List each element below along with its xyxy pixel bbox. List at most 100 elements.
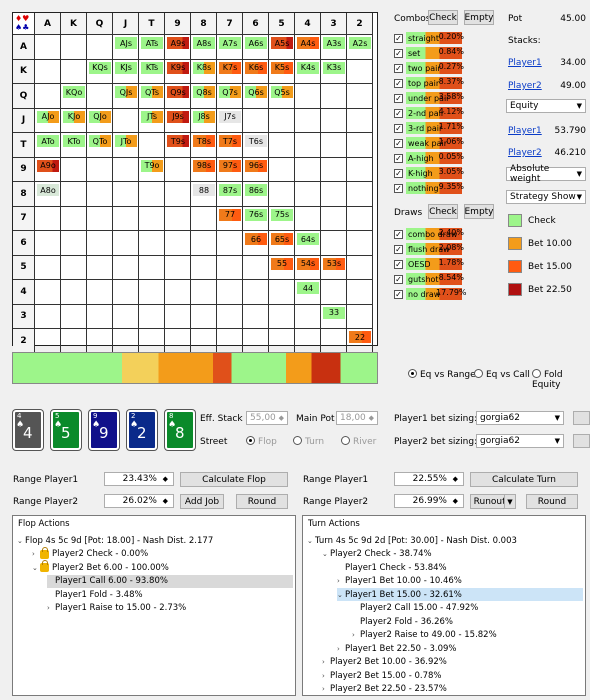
grid-row-header[interactable]: 7 bbox=[13, 206, 35, 231]
weight-select[interactable]: Absolute weight ▼ bbox=[506, 164, 586, 184]
grid-cell[interactable] bbox=[191, 280, 217, 305]
draws-row[interactable]: ✓ bbox=[394, 273, 464, 286]
grid-col-header[interactable]: A bbox=[35, 13, 61, 35]
grid-cell[interactable] bbox=[87, 329, 113, 354]
turn-actions-node[interactable]: › Player1 Bet 22.50 - 3.09% bbox=[337, 642, 583, 655]
chevron-down-icon[interactable]: ⌄ bbox=[337, 590, 343, 599]
grid-cell[interactable] bbox=[295, 157, 321, 182]
chevron-right-icon[interactable]: › bbox=[322, 671, 325, 680]
grid-cell[interactable] bbox=[243, 108, 269, 133]
grid-cell[interactable]: JTo bbox=[113, 133, 139, 158]
grid-cell[interactable] bbox=[165, 157, 191, 182]
grid-cell[interactable] bbox=[87, 84, 113, 109]
combos-row[interactable]: ✓ bbox=[394, 47, 464, 60]
main-pot-input[interactable]: 18,00 ◆ bbox=[336, 411, 378, 425]
grid-row-header[interactable]: T bbox=[13, 133, 35, 158]
grid-cell[interactable]: AJo bbox=[35, 108, 61, 133]
checkbox-icon[interactable]: ✓ bbox=[394, 245, 403, 254]
checkbox-icon[interactable]: ✓ bbox=[394, 109, 403, 118]
grid-cell[interactable]: K7s bbox=[217, 59, 243, 84]
chevron-down-icon[interactable]: ⌄ bbox=[32, 563, 38, 572]
grid-cell[interactable]: A8s bbox=[191, 35, 217, 60]
grid-cell[interactable] bbox=[139, 231, 165, 256]
grid-cell[interactable] bbox=[321, 329, 347, 354]
grid-cell[interactable] bbox=[347, 84, 373, 109]
grid-cell[interactable] bbox=[165, 206, 191, 231]
grid-cell[interactable] bbox=[347, 59, 373, 84]
grid-cell[interactable]: J9s bbox=[165, 108, 191, 133]
chevron-right-icon[interactable]: › bbox=[322, 685, 325, 693]
grid-cell[interactable] bbox=[321, 108, 347, 133]
grid-cell[interactable] bbox=[269, 280, 295, 305]
grid-cell[interactable] bbox=[217, 329, 243, 354]
grid-col-header[interactable]: 5 bbox=[269, 13, 295, 35]
grid-cell[interactable]: 55 bbox=[269, 255, 295, 280]
grid-cell[interactable]: QJo bbox=[87, 108, 113, 133]
grid-row-header[interactable]: A bbox=[13, 35, 35, 60]
player2-link[interactable]: Player2 bbox=[508, 81, 542, 91]
chevron-right-icon[interactable]: › bbox=[352, 631, 355, 639]
grid-cell[interactable] bbox=[61, 35, 87, 60]
turn-actions-node[interactable]: Player2 Fold - 36.26% bbox=[352, 615, 583, 628]
turn-actions-tree[interactable]: Turn Actions ⌄ Turn 4s 5c 9d 2d [Pot: 30.… bbox=[302, 515, 586, 696]
combos-row[interactable]: ✓ bbox=[394, 137, 464, 150]
grid-cell[interactable] bbox=[87, 280, 113, 305]
grid-cell[interactable] bbox=[295, 304, 321, 329]
turn-actions-node[interactable]: ⌄ Turn 4s 5c 9d 2d [Pot: 30.00] - Nash Di… bbox=[307, 534, 583, 547]
grid-cell[interactable] bbox=[165, 304, 191, 329]
combos-row[interactable]: ✓ bbox=[394, 107, 464, 120]
range-p1-input-right[interactable]: 22.55% ◆ bbox=[394, 472, 464, 486]
checkbox-icon[interactable]: ✓ bbox=[394, 94, 403, 103]
grid-cell[interactable]: 66 bbox=[243, 231, 269, 256]
draws-check-button[interactable]: Check bbox=[428, 204, 458, 219]
grid-cell[interactable] bbox=[321, 133, 347, 158]
range-p2-input-right[interactable]: 26.99% ◆ bbox=[394, 494, 464, 508]
flop-actions-node[interactable]: ⌄ Player2 Bet 6.00 - 100.00% bbox=[32, 560, 293, 574]
chevron-right-icon[interactable]: › bbox=[47, 604, 50, 612]
combos-row[interactable]: ✓ bbox=[394, 122, 464, 135]
grid-row-header[interactable]: 5 bbox=[13, 255, 35, 280]
grid-col-header[interactable]: K bbox=[61, 13, 87, 35]
grid-row-header[interactable]: 9 bbox=[13, 157, 35, 182]
grid-cell[interactable] bbox=[61, 304, 87, 329]
grid-cell[interactable]: Q6s bbox=[243, 84, 269, 109]
grid-cell[interactable] bbox=[113, 280, 139, 305]
grid-cell[interactable] bbox=[87, 35, 113, 60]
turn-actions-node[interactable]: › Player1 Bet 10.00 - 10.46% bbox=[337, 575, 583, 588]
grid-cell[interactable] bbox=[61, 157, 87, 182]
grid-cell[interactable]: QTs bbox=[139, 84, 165, 109]
turn-actions-node[interactable]: ⌄ Player2 Check - 38.74% bbox=[322, 548, 583, 561]
grid-cell[interactable] bbox=[113, 329, 139, 354]
range-p2-input-left[interactable]: 26.02% ◆ bbox=[104, 494, 174, 508]
grid-cell[interactable] bbox=[243, 304, 269, 329]
grid-cell[interactable] bbox=[35, 329, 61, 354]
grid-cell[interactable]: K6s bbox=[243, 59, 269, 84]
checkbox-icon[interactable]: ✓ bbox=[394, 124, 403, 133]
board-card[interactable]: 9 ♠ 9 bbox=[89, 410, 119, 450]
grid-cell[interactable] bbox=[113, 157, 139, 182]
grid-cell[interactable]: Q9s bbox=[165, 84, 191, 109]
grid-col-header[interactable]: 7 bbox=[217, 13, 243, 35]
chevron-down-icon[interactable]: ⌄ bbox=[307, 536, 313, 545]
grid-cell[interactable] bbox=[61, 255, 87, 280]
grid-cell[interactable] bbox=[61, 182, 87, 207]
draws-row[interactable]: ✓ bbox=[394, 258, 464, 271]
grid-cell[interactable] bbox=[295, 206, 321, 231]
grid-cell[interactable]: T9s bbox=[165, 133, 191, 158]
grid-row-header[interactable]: 6 bbox=[13, 231, 35, 256]
grid-col-header[interactable]: 2 bbox=[347, 13, 373, 35]
turn-actions-node[interactable]: ⌄ Player1 Bet 15.00 - 32.61% bbox=[337, 588, 583, 601]
board-card[interactable]: 8 ♠ 8 bbox=[165, 410, 195, 450]
grid-cell[interactable] bbox=[347, 304, 373, 329]
grid-cell[interactable]: KTo bbox=[61, 133, 87, 158]
draws-row[interactable]: ✓ bbox=[394, 288, 464, 301]
grid-col-header[interactable]: T bbox=[139, 13, 165, 35]
checkbox-icon[interactable]: ✓ bbox=[394, 34, 403, 43]
grid-cell[interactable] bbox=[347, 108, 373, 133]
grid-cell[interactable] bbox=[295, 108, 321, 133]
grid-cell[interactable]: K4s bbox=[295, 59, 321, 84]
grid-cell[interactable]: Q7s bbox=[217, 84, 243, 109]
grid-row-header[interactable]: J bbox=[13, 108, 35, 133]
grid-cell[interactable]: T7s bbox=[217, 133, 243, 158]
combos-check-button[interactable]: Check bbox=[428, 10, 458, 25]
